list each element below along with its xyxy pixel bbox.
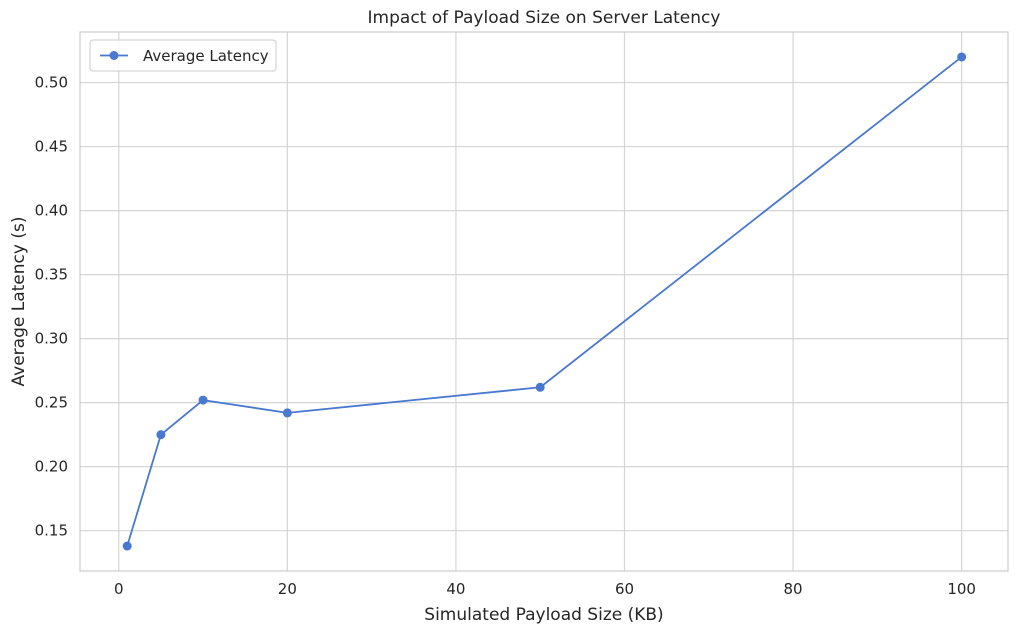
data-point (957, 52, 966, 61)
chart-title: Impact of Payload Size on Server Latency (368, 8, 721, 28)
x-tick-label: 20 (278, 580, 297, 598)
data-point (156, 430, 165, 439)
y-tick-label: 0.45 (35, 138, 68, 156)
data-point (536, 383, 545, 392)
x-axis-title: Simulated Payload Size (KB) (424, 605, 663, 625)
x-tick-label: 40 (446, 580, 465, 598)
x-tick-label: 0 (114, 580, 124, 598)
y-axis-title: Average Latency (s) (9, 217, 29, 387)
y-tick-label: 0.50 (35, 74, 68, 92)
data-point (123, 542, 132, 551)
legend-marker-swatch (110, 51, 119, 60)
y-tick-label: 0.35 (35, 266, 68, 284)
x-tick-label: 80 (784, 580, 803, 598)
y-tick-label: 0.15 (35, 522, 68, 540)
y-tick-label: 0.40 (35, 202, 68, 220)
data-point (283, 408, 292, 417)
y-tick-label: 0.20 (35, 458, 68, 476)
data-point (199, 396, 208, 405)
x-tick-label: 60 (615, 580, 634, 598)
legend-label: Average Latency (143, 47, 269, 65)
legend: Average Latency (90, 40, 276, 71)
x-tick-label: 100 (947, 580, 976, 598)
y-tick-label: 0.25 (35, 394, 68, 412)
y-tick-label: 0.30 (35, 330, 68, 348)
